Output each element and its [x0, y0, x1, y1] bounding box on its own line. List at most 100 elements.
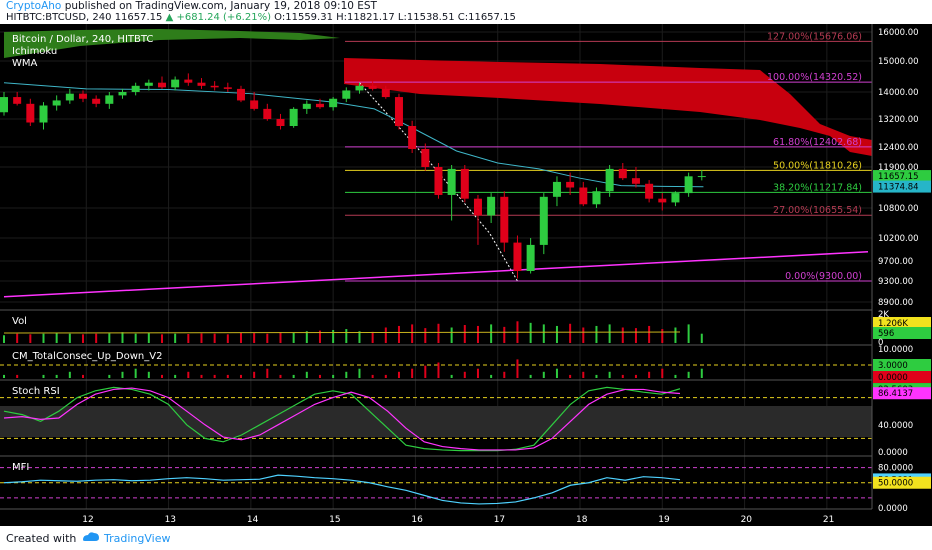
consec-bar [226, 374, 229, 378]
indicator-tag-label: 50.0000 [878, 479, 913, 489]
consec-bar [345, 371, 348, 378]
volume-bar [226, 334, 229, 343]
indicator-tag-bg [873, 317, 931, 329]
candle-body [144, 82, 153, 86]
candle-body [513, 242, 522, 271]
consec-bar [476, 368, 479, 378]
candle-body [236, 88, 245, 101]
volume-bar [371, 331, 374, 343]
price-tag-label: 11374.84 [878, 183, 919, 193]
up-arrow-icon: ▲ [165, 12, 174, 23]
fib-level-label: 100.00%(14320.52) [767, 72, 862, 83]
consec-bar [582, 371, 585, 378]
price-tick-label: 14000.00 [878, 88, 919, 98]
time-tick-label: 21 [823, 515, 834, 525]
candle-body [118, 92, 127, 96]
chart-canvas[interactable]: 127.00%(15676.06) 100.00%(14320.52) 61.80%… [0, 24, 932, 526]
price-tick-label: 12400.00 [878, 143, 919, 153]
volume-bar [200, 333, 203, 343]
candle-body [381, 88, 390, 98]
candles [0, 73, 706, 279]
candle-body [263, 108, 272, 119]
price-tick-label: 8900.00 [878, 298, 913, 308]
mfi-series-line [3, 474, 681, 505]
consec-bar [555, 368, 558, 378]
indicator-tag-bg [873, 387, 931, 400]
indicator-tick-label: 2K [878, 310, 889, 320]
consec-pane [0, 359, 872, 378]
volume-bar [292, 332, 295, 343]
indicator-tick-label: 0.0000 [878, 504, 908, 514]
candle-body [250, 100, 259, 109]
stoch-band [0, 406, 872, 437]
consec-bar [147, 371, 150, 378]
candle-body [105, 95, 114, 104]
volume-bar [490, 324, 493, 343]
legend-title: Bitcoin / Dollar, 240, HITBTC [12, 34, 153, 45]
candle-body [302, 103, 311, 109]
consec-bar [450, 374, 453, 378]
volume-bar [529, 322, 532, 343]
consec-bar [134, 368, 137, 378]
volume-bar [187, 334, 190, 343]
time-tick-label: 17 [494, 515, 505, 525]
volume-bar [147, 333, 150, 343]
stoch-series-line [3, 386, 681, 452]
consec-bar [81, 374, 84, 378]
volume-bar [503, 326, 506, 343]
volume-bar [95, 333, 98, 343]
legend-wma: WMA [12, 58, 38, 69]
consec-bar [371, 374, 374, 378]
consec-bar [16, 374, 19, 378]
author-link[interactable]: CryptoAho [6, 0, 62, 12]
pane-labels: Bitcoin / Dollar, 240, HITBTC Ichimoku W… [12, 34, 162, 473]
volume-bar [661, 329, 664, 343]
consec-bar [305, 371, 308, 378]
zigzag-line [359, 82, 518, 282]
candle-body [408, 126, 417, 149]
time-tick-label: 18 [576, 515, 588, 525]
consec-bar [279, 374, 282, 378]
wma-line [3, 82, 704, 188]
candle-body [289, 108, 298, 126]
candle-body [526, 244, 535, 271]
candle-body [671, 193, 680, 203]
consec-bar [68, 371, 71, 378]
volume-bar [608, 324, 611, 343]
time-tick-label: 13 [165, 515, 176, 525]
indicator-tag-bg [873, 371, 931, 383]
price-tick-label: 16000.00 [878, 28, 919, 38]
volume-bar [437, 323, 440, 343]
candle-body [197, 82, 206, 86]
candle-body [65, 93, 74, 101]
volume-bar [108, 333, 111, 343]
volume-bar [634, 328, 637, 343]
price-change: +681.24 (+6.21%) [176, 12, 271, 23]
price-tick-label: 15000.00 [878, 57, 919, 67]
candle-body [684, 176, 693, 194]
volume-bar [476, 325, 479, 343]
volume-bar [121, 332, 124, 343]
fib-level-label: 38.20%(11217.84) [773, 182, 862, 193]
candle-body [355, 85, 364, 91]
volume-bar [569, 323, 572, 343]
candle-body [171, 79, 180, 88]
volume-bar [397, 325, 400, 343]
consec-bar [332, 374, 335, 378]
candle-body [421, 149, 430, 167]
chart-header: CryptoAho published on TradingView.com, … [0, 0, 932, 24]
indicator-tag-label: 0.0000 [878, 373, 908, 383]
volume-bar [450, 327, 453, 343]
consec-bar [516, 359, 519, 378]
candle-body [645, 183, 654, 199]
consec-bar [239, 374, 242, 378]
volume-bar [674, 327, 677, 343]
volume-bar [687, 324, 690, 343]
volume-bar [42, 333, 45, 343]
tradingview-link[interactable]: TradingView [104, 532, 171, 545]
candle-body [329, 98, 338, 108]
price-tag-bg [873, 180, 931, 193]
pane-separators [0, 309, 932, 510]
volume-bar [345, 329, 348, 343]
volume-ma-line [3, 331, 681, 334]
